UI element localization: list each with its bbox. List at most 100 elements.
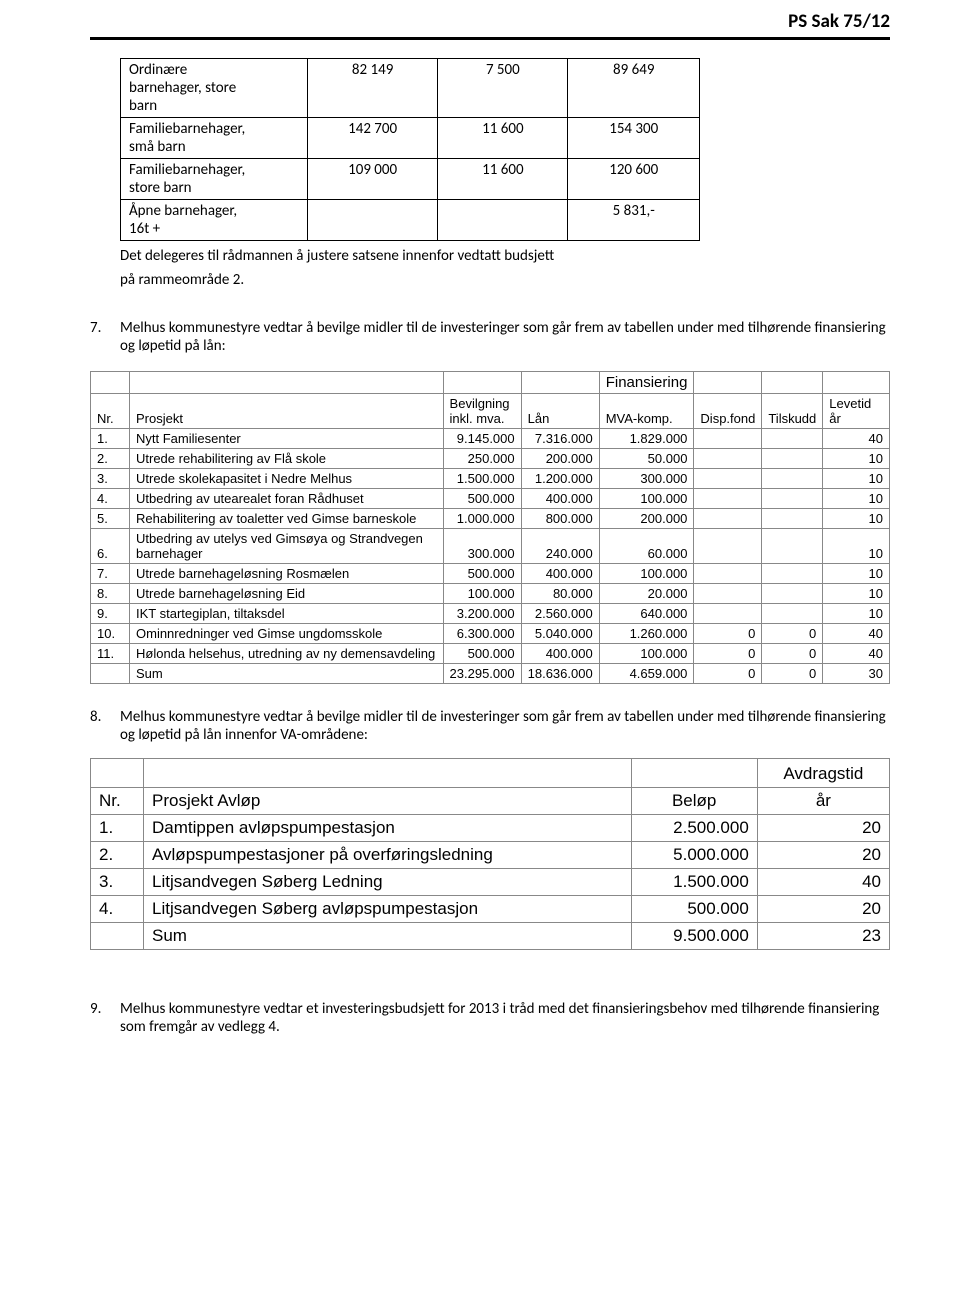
item-8: 8. Melhus kommunestyre vedtar å bevilge … xyxy=(90,708,890,744)
cell: 2. xyxy=(91,842,144,869)
col-prosjekt: Prosjekt Avløp xyxy=(144,788,632,815)
rate-value xyxy=(438,200,568,241)
cell: 11. xyxy=(91,644,130,664)
bevilgning-l2: inkl. mva. xyxy=(450,411,505,426)
table-row: 3.Litjsandvegen Søberg Ledning1.500.0004… xyxy=(91,869,890,896)
cell: Litjsandvegen Søberg Ledning xyxy=(144,869,632,896)
table-row: 7.Utrede barnehageløsning Rosmælen500.00… xyxy=(91,564,890,584)
cell: 9.145.000 xyxy=(443,429,521,449)
table-row: 8.Utrede barnehageløsning Eid100.00080.0… xyxy=(91,584,890,604)
cell: 300.000 xyxy=(443,529,521,564)
rate-value: 7 500 xyxy=(438,59,568,118)
sum-row: Sum 23.295.000 18.636.000 4.659.000 0 0 … xyxy=(91,664,890,684)
cell: 800.000 xyxy=(521,509,599,529)
sum-ts: 0 xyxy=(762,664,823,684)
item-number: 9. xyxy=(90,1000,120,1036)
cell: 1.000.000 xyxy=(443,509,521,529)
cell: 20 xyxy=(757,896,889,923)
rate-value: 5 831,- xyxy=(568,200,700,241)
sum-b: 9.500.000 xyxy=(631,923,757,950)
item-9: 9. Melhus kommunestyre vedtar et investe… xyxy=(90,1000,890,1036)
rate-value: 11 600 xyxy=(438,159,568,200)
cell: 1.500.000 xyxy=(443,469,521,489)
cell xyxy=(694,429,762,449)
item-text: Melhus kommunestyre vedtar å bevilge mid… xyxy=(120,708,890,744)
cell: 2. xyxy=(91,449,130,469)
cell: 100.000 xyxy=(599,564,694,584)
table-row: 3.Utrede skolekapasitet i Nedre Melhus1.… xyxy=(91,469,890,489)
cell: 200.000 xyxy=(599,509,694,529)
cell: 400.000 xyxy=(521,564,599,584)
cell: 7.316.000 xyxy=(521,429,599,449)
sum-a: 23 xyxy=(757,923,889,950)
cell: Utrede barnehageløsning Eid xyxy=(130,584,444,604)
rate-value: 82 149 xyxy=(308,59,438,118)
col-tilskudd: Tilskudd xyxy=(762,394,823,429)
cell: 50.000 xyxy=(599,449,694,469)
cell: 6.300.000 xyxy=(443,624,521,644)
table-row: 4.Utbedring av utearealet foran Rådhuset… xyxy=(91,489,890,509)
cell: 8. xyxy=(91,584,130,604)
cell: 1.260.000 xyxy=(599,624,694,644)
rate-value: 109 000 xyxy=(308,159,438,200)
table-row: Familiebarnehager,store barn109 00011 60… xyxy=(121,159,700,200)
cell xyxy=(694,489,762,509)
table-row: 6.Utbedring av utelys ved Gimsøya og Str… xyxy=(91,529,890,564)
rate-label: Åpne barnehager,16t + xyxy=(121,200,308,241)
cell: 250.000 xyxy=(443,449,521,469)
table-row: 1.Nytt Familiesenter9.145.0007.316.0001.… xyxy=(91,429,890,449)
cell xyxy=(762,584,823,604)
cell: Utrede skolekapasitet i Nedre Melhus xyxy=(130,469,444,489)
col-belop: Beløp xyxy=(631,788,757,815)
cell: 1.829.000 xyxy=(599,429,694,449)
cell: 10. xyxy=(91,624,130,644)
col-bevilgning: Bevilgning inkl. mva. xyxy=(443,394,521,429)
cell: 400.000 xyxy=(521,644,599,664)
cell xyxy=(694,584,762,604)
cell: 0 xyxy=(762,624,823,644)
divider xyxy=(90,37,890,40)
rate-label: Familiebarnehager,store barn xyxy=(121,159,308,200)
cell: 3. xyxy=(91,869,144,896)
cell: 10 xyxy=(823,449,890,469)
delegation-text-line2: på rammeområde 2. xyxy=(90,271,890,289)
rate-value: 11 600 xyxy=(438,118,568,159)
va-table: Avdragstid Nr. Prosjekt Avløp Beløp år 1… xyxy=(90,758,890,950)
cell: 9. xyxy=(91,604,130,624)
sum-lv: 30 xyxy=(823,664,890,684)
cell: 5.000.000 xyxy=(631,842,757,869)
cell xyxy=(762,429,823,449)
cell: Avløpspumpestasjoner på overføringsledni… xyxy=(144,842,632,869)
cell: Utrede rehabilitering av Flå skole xyxy=(130,449,444,469)
cell: 0 xyxy=(694,644,762,664)
cell: 10 xyxy=(823,489,890,509)
cell: 2.500.000 xyxy=(631,815,757,842)
cell: 10 xyxy=(823,604,890,624)
cell xyxy=(694,604,762,624)
table-row: 2.Utrede rehabilitering av Flå skole250.… xyxy=(91,449,890,469)
col-avdragstid-l2: år xyxy=(757,788,889,815)
sum-df: 0 xyxy=(694,664,762,684)
cell: 2.560.000 xyxy=(521,604,599,624)
col-nr: Nr. xyxy=(91,394,130,429)
item-7: 7. Melhus kommunestyre vedtar å bevilge … xyxy=(90,319,890,355)
rate-value xyxy=(308,200,438,241)
cell: Damtippen avløpspumpestasjon xyxy=(144,815,632,842)
cell: 240.000 xyxy=(521,529,599,564)
rates-table: Ordinærebarnehager, storebarn82 1497 500… xyxy=(120,58,700,241)
cell xyxy=(694,469,762,489)
cell: 5.040.000 xyxy=(521,624,599,644)
cell: 20.000 xyxy=(599,584,694,604)
rate-value: 154 300 xyxy=(568,118,700,159)
cell xyxy=(762,604,823,624)
cell xyxy=(762,509,823,529)
cell xyxy=(762,564,823,584)
investment-table: Finansiering Nr. Prosjekt Bevilgning ink… xyxy=(90,371,890,684)
cell: 10 xyxy=(823,529,890,564)
col-avdragstid-l1: Avdragstid xyxy=(757,759,889,788)
cell: Hølonda helsehus, utredning av ny demens… xyxy=(130,644,444,664)
page: PS Sak 75/12 Ordinærebarnehager, storeba… xyxy=(0,0,960,1086)
cell xyxy=(694,529,762,564)
cell: 500.000 xyxy=(631,896,757,923)
cell: 80.000 xyxy=(521,584,599,604)
